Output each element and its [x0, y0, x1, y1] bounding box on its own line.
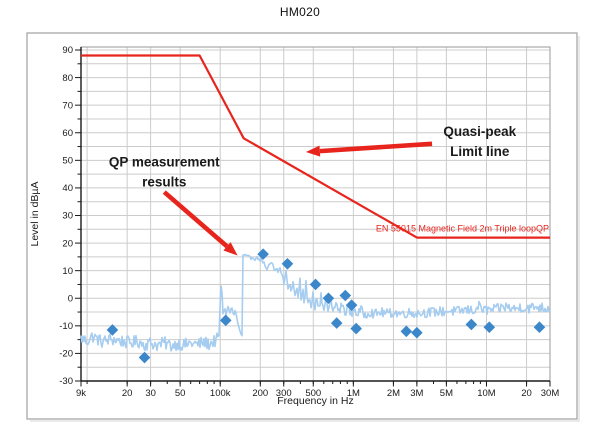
limit-line-label: EN 55015 Magnetic Field 2m Triple loopQP [376, 223, 549, 233]
x-tick-label: 30M [541, 388, 560, 399]
qp-marker [257, 248, 269, 260]
y-tick-label: 70 [62, 100, 73, 111]
annotation-text: Limit line [450, 144, 510, 159]
qp-marker [330, 317, 343, 329]
qp-marker [309, 278, 322, 291]
arrow-shaft [162, 190, 229, 249]
frame-shadow [30, 36, 580, 422]
x-tick-label: 9k [76, 388, 86, 399]
qp-marker [345, 299, 358, 311]
x-tick-label: 1M [347, 388, 360, 399]
x-axis-labels: 9k 20 30 50 100k 200 300 500 1M 2M 3M 5M 10M 20 30M [76, 388, 559, 399]
x-tick-label: 10M [477, 388, 496, 399]
x-tick-label: 3M [410, 388, 423, 399]
x-tick-label: 50 [175, 388, 186, 399]
y-tick-label: 60 [62, 128, 73, 139]
x-tick-label: 100k [210, 388, 231, 399]
qp-marker [106, 324, 119, 336]
qp-marker [281, 257, 294, 270]
y-tick-label: -20 [59, 349, 73, 360]
x-tick-label: 300 [276, 388, 292, 399]
qp-marker [411, 326, 423, 339]
x-axis-title: Frequency in Hz [277, 395, 353, 407]
x-tick-label: 200 [252, 388, 268, 399]
qp-marker [138, 351, 151, 364]
y-axis-title: Level in dBµA [29, 181, 41, 246]
qp-marker [339, 289, 352, 302]
qp-marker [533, 321, 546, 334]
qp-marker [483, 321, 496, 334]
y-tick-label: 80 [62, 73, 73, 84]
chart-frame [26, 32, 578, 420]
arrow-icon [305, 145, 321, 157]
qp-marker [465, 318, 478, 331]
y-tick-label: 20 [62, 238, 73, 249]
y-tick-label: -30 [59, 376, 73, 387]
qp-trace [80, 253, 551, 352]
y-tick-label: 0 [68, 293, 73, 304]
annotation-qp-results: QP measurement results [109, 155, 238, 256]
annotation-quasi-peak-limit: Quasi-peak Limit line [305, 124, 517, 159]
annotation-text: QP measurement [109, 155, 220, 170]
y-axis [75, 47, 82, 382]
y-tick-label: 90 [62, 45, 73, 56]
qp-marker [322, 292, 335, 305]
qp-marker [400, 325, 413, 338]
qp-markers [106, 248, 546, 364]
y-tick-label: -10 [59, 321, 73, 332]
qp-marker [219, 314, 232, 327]
y-axis-labels: -30 -20 -10 0 10 20 30 40 50 60 70 80 90 [59, 45, 73, 387]
x-tick-label: 500 [305, 388, 321, 399]
y-tick-label: 50 [62, 156, 73, 167]
x-tick-label: 2M [387, 388, 400, 399]
arrow-icon [223, 242, 238, 256]
x-tick-label: 30 [145, 388, 156, 399]
x-tick-label: 20 [521, 388, 532, 399]
chart-title: HM020 [279, 5, 321, 19]
annotation-text: Quasi-peak [443, 124, 516, 139]
annotation-text: results [142, 175, 186, 190]
y-tick-label: 30 [62, 211, 73, 222]
y-tick-label: 40 [62, 183, 73, 194]
x-axis [80, 380, 551, 387]
limit-line [81, 54, 550, 239]
qp-marker [350, 322, 362, 335]
arrow-shaft [319, 141, 433, 154]
y-tick-label: 10 [62, 266, 73, 277]
x-tick-label: 5M [440, 388, 453, 399]
x-tick-label: 20 [122, 388, 133, 399]
